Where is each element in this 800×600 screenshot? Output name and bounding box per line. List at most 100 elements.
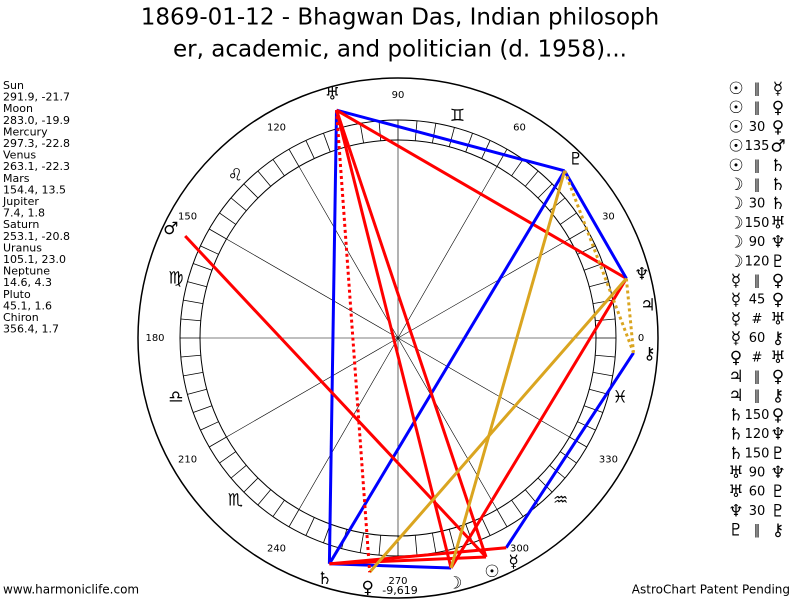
ring-tick	[305, 140, 315, 159]
planet-position: 154.4, 13.5	[3, 183, 66, 196]
planet-glyph: ♅	[325, 85, 340, 105]
aspect-type: 150	[745, 216, 770, 231]
planet-name: Mercury	[3, 125, 48, 138]
aspect-planet: ♄	[770, 156, 785, 176]
planet-position: 263.1, -22.3	[3, 160, 70, 173]
aspect-planet: ♆	[770, 463, 785, 483]
aspect-planet: ☿	[773, 79, 783, 99]
ring-tick	[323, 133, 331, 153]
aspect-planet: ⚷	[772, 386, 784, 406]
aspect-type: 150	[745, 408, 770, 423]
ring-tick	[569, 436, 587, 448]
ring-tick	[431, 532, 437, 553]
ring-tick	[559, 451, 577, 464]
aspect-planet: ☉	[728, 156, 743, 176]
ring-tick	[537, 183, 553, 199]
aspect-planet: ♄	[728, 425, 743, 445]
zodiac-sign: ♍	[168, 268, 183, 288]
aspect-type: ‖	[754, 82, 761, 97]
aspect-planet: ♀	[772, 117, 784, 137]
aspect-planet: ♇	[770, 501, 785, 521]
title-line: er, academic, and politician (d. 1958)..…	[173, 37, 627, 63]
outer-circle	[137, 77, 659, 599]
planet-name: Moon	[3, 102, 33, 115]
aspect-line	[336, 108, 565, 173]
aspect-planet: ☉	[728, 117, 743, 137]
aspect-line	[327, 110, 339, 564]
zodiac-sign: ♎	[168, 388, 183, 408]
zodiac-sign: ♊	[450, 106, 465, 126]
planet-glyph: ☉	[484, 562, 499, 582]
aspect-type: 30	[749, 504, 766, 519]
ring-tick	[496, 149, 508, 167]
ring-tick	[305, 517, 315, 536]
aspect-type: 60	[749, 331, 766, 346]
ring-tick	[200, 421, 219, 431]
aspect-type: 90	[749, 466, 766, 481]
planet-name: Chiron	[3, 311, 39, 324]
aspect-planet: ♅	[770, 309, 785, 329]
planet-glyph: ♇	[568, 149, 583, 169]
aspect-planet: ♀	[772, 290, 784, 310]
aspect-planet: ☽	[728, 213, 743, 233]
zodiac-sign: ♒	[553, 491, 568, 511]
planet-glyph: ⚷	[643, 344, 655, 364]
aspect-type: 120	[745, 427, 770, 442]
ring-tick	[187, 281, 207, 288]
degree-label: 150	[178, 212, 197, 223]
ring-tick	[183, 299, 204, 305]
aspect-planet: ☽	[728, 252, 743, 272]
aspect-planet: ♅	[728, 463, 743, 483]
aspect-line	[335, 109, 453, 569]
wheel: 0 30 60 90 120 150 180 210 240 270 300 330 ♊ ♌ ♍ ♎ ♏ ♒ ♓	[137, 77, 659, 599]
aspect-line	[563, 170, 635, 354]
aspect-planet: ♅	[770, 213, 785, 233]
aspect-planet: ♄	[770, 175, 785, 195]
ring-tick	[589, 281, 609, 288]
ring-tick	[378, 535, 382, 556]
aspect-planet: ♅	[770, 348, 785, 368]
planet-position: 7.4, 1.8	[3, 207, 45, 220]
ring-tick	[481, 517, 491, 536]
ring-tick	[180, 318, 201, 322]
aspect-planet: ♀	[772, 98, 784, 118]
site-link: www.harmoniclife.com	[3, 583, 139, 597]
aspect-planet: ♃	[728, 386, 743, 406]
aspect-planet: ♆	[770, 425, 785, 445]
degree-label: 90	[392, 90, 405, 101]
planet-position: 356.4, 1.7	[3, 323, 59, 336]
aspect-planet: ♃	[728, 367, 743, 387]
ring-tick	[230, 197, 247, 212]
aspect-planet: ♆	[770, 233, 785, 253]
degree-label: 330	[599, 455, 618, 466]
aspect-planet: ♇	[770, 444, 785, 464]
planet-position: 283.0, -19.9	[3, 114, 70, 127]
ring-tick	[448, 127, 455, 147]
aspect-line	[563, 170, 628, 280]
aspect-planet: ♀	[772, 271, 784, 291]
aspect-type: 120	[745, 254, 770, 269]
aspect-planet: ☿	[731, 309, 741, 329]
planet-name: Venus	[3, 149, 36, 162]
aspect-planet: ☿	[731, 329, 741, 349]
aspect-type: 45	[749, 293, 766, 308]
aspect-type: ‖	[754, 178, 761, 193]
ring-tick	[549, 197, 566, 212]
degree-label: 240	[267, 543, 286, 554]
notice: AstroChart Patent Pending	[632, 583, 790, 597]
aspect-planet: ♀	[772, 405, 784, 425]
aspect-planet: ☿	[731, 271, 741, 291]
aspect-line	[335, 108, 628, 280]
planet-position: 45.1, 1.6	[3, 299, 52, 312]
aspect-planet: ♅	[728, 482, 743, 502]
ring-tick	[200, 245, 219, 255]
planet-name: Neptune	[3, 265, 50, 278]
aspect-type: 135	[745, 139, 770, 154]
planet-glyph: ♂	[163, 219, 178, 239]
aspect-planet: ♇	[770, 482, 785, 502]
aspect-type: ‖	[754, 523, 761, 538]
house-line	[226, 238, 570, 438]
ring-tick	[257, 489, 272, 506]
aspect-planet: ♇	[770, 252, 785, 272]
ring-tick	[209, 436, 227, 448]
